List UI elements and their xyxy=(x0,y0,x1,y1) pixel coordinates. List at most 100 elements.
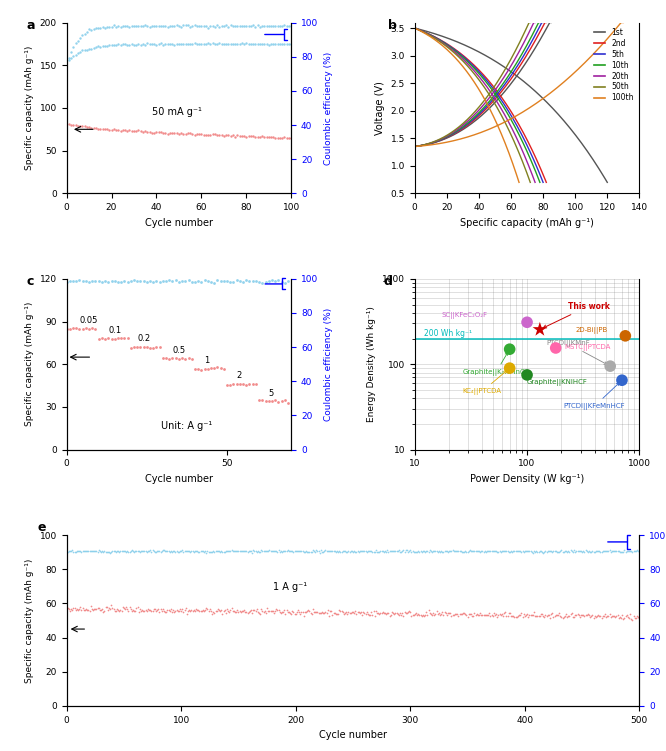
Point xyxy=(162,545,172,557)
Text: Graphite||K₀.₅MnO₂: Graphite||K₀.₅MnO₂ xyxy=(463,352,529,376)
Point xyxy=(122,545,133,557)
Point xyxy=(625,608,635,620)
Point xyxy=(257,394,268,406)
Point xyxy=(119,332,130,344)
Point xyxy=(223,21,234,33)
Point xyxy=(129,125,139,137)
Point xyxy=(356,607,366,619)
Point xyxy=(523,611,533,623)
Point xyxy=(492,546,503,558)
Point xyxy=(515,545,525,557)
Point xyxy=(262,545,272,557)
Point xyxy=(246,544,256,556)
Point xyxy=(217,545,228,557)
Point xyxy=(537,546,547,558)
Point xyxy=(169,545,180,557)
Point xyxy=(329,607,340,619)
Point xyxy=(171,544,182,556)
Point xyxy=(270,276,280,288)
Point xyxy=(624,545,635,557)
Point xyxy=(418,609,428,621)
Point xyxy=(368,546,379,558)
Point xyxy=(149,546,160,558)
Point xyxy=(273,544,284,556)
Point xyxy=(184,21,195,33)
Point xyxy=(461,608,472,620)
Point xyxy=(130,605,141,617)
Point xyxy=(93,123,103,135)
Point xyxy=(437,606,448,618)
Point xyxy=(336,546,347,558)
Point xyxy=(346,545,356,557)
Point xyxy=(243,38,254,50)
Point xyxy=(254,276,264,288)
Point xyxy=(270,394,280,406)
Point xyxy=(220,129,231,141)
Point xyxy=(194,38,204,50)
Point xyxy=(65,545,75,557)
Point xyxy=(101,545,112,557)
Point xyxy=(633,545,643,557)
Point xyxy=(104,21,115,33)
Point xyxy=(109,545,119,557)
Point xyxy=(284,545,294,557)
Point xyxy=(255,546,266,558)
Point xyxy=(489,607,500,619)
Point xyxy=(180,38,191,50)
Point xyxy=(250,276,261,288)
Point xyxy=(464,608,474,620)
Point xyxy=(342,608,352,620)
Point xyxy=(373,546,384,558)
Point xyxy=(123,605,134,617)
Point xyxy=(380,607,390,619)
Point xyxy=(583,545,593,557)
Point xyxy=(453,545,464,557)
Point xyxy=(282,276,293,288)
Point xyxy=(585,546,595,558)
Point xyxy=(620,611,631,623)
Point xyxy=(170,274,181,286)
Text: 5: 5 xyxy=(269,388,274,397)
Point xyxy=(238,605,248,617)
Point xyxy=(190,363,200,375)
Point xyxy=(444,545,454,557)
Point xyxy=(357,608,368,620)
Point xyxy=(75,120,85,132)
Point xyxy=(324,545,334,557)
Point xyxy=(543,545,554,557)
Point xyxy=(448,545,459,557)
Point xyxy=(612,545,623,557)
Point xyxy=(87,275,98,287)
Point xyxy=(200,38,211,50)
Point xyxy=(488,610,498,622)
Point xyxy=(384,545,395,557)
Point xyxy=(321,607,332,619)
Point xyxy=(444,607,454,619)
Point xyxy=(617,374,627,386)
Point xyxy=(454,608,465,620)
Point xyxy=(198,545,208,557)
Point xyxy=(127,38,137,50)
Point xyxy=(513,609,524,621)
Point xyxy=(513,545,524,557)
Point xyxy=(300,544,311,556)
Point xyxy=(190,276,200,288)
Point xyxy=(164,274,174,286)
Text: 0.05: 0.05 xyxy=(79,316,98,325)
Point xyxy=(151,342,162,354)
Point xyxy=(77,29,88,41)
Point xyxy=(178,545,188,557)
Point xyxy=(607,610,618,622)
Point xyxy=(519,610,530,622)
Point xyxy=(432,545,442,557)
Point xyxy=(456,608,467,620)
Point xyxy=(366,606,377,618)
Point xyxy=(180,545,191,557)
Point xyxy=(195,545,206,557)
Point xyxy=(480,609,490,621)
Point xyxy=(77,119,88,131)
Point xyxy=(575,544,585,556)
Point xyxy=(290,545,301,557)
Point xyxy=(404,545,414,557)
Point xyxy=(142,126,153,138)
